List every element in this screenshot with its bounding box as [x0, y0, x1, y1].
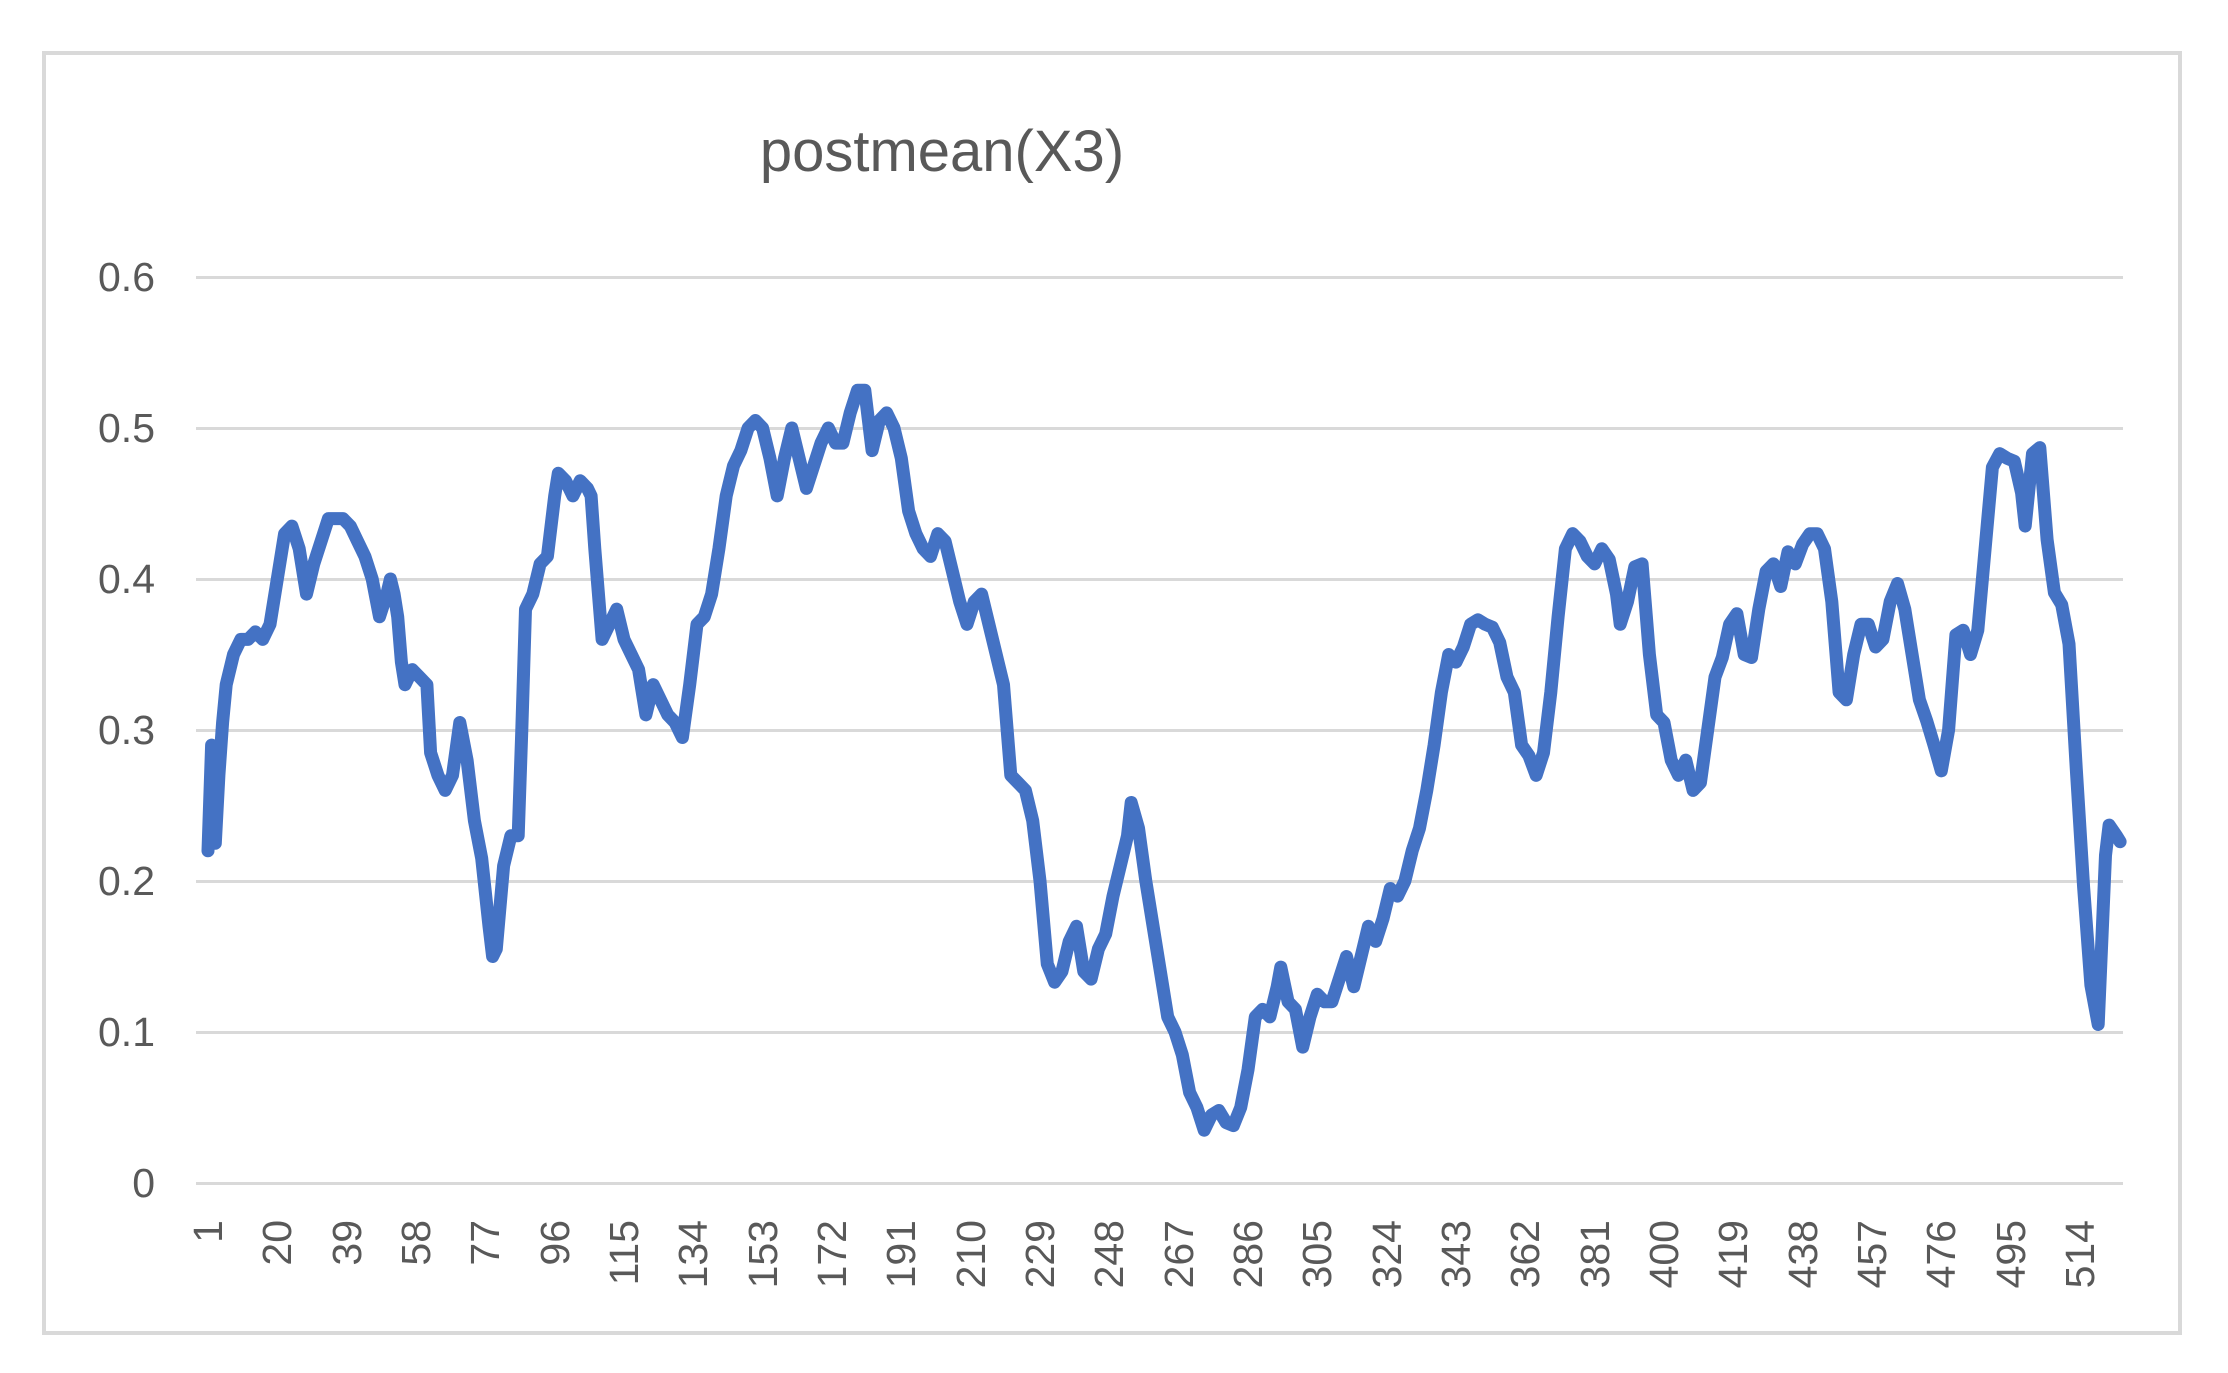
y-axis-tick-label: 0.2: [98, 858, 155, 904]
y-axis-tick-label: 0.3: [98, 707, 155, 753]
gridline: [196, 1181, 2123, 1185]
chart-frame: [42, 51, 2182, 1335]
y-axis-tick-label: 0.4: [98, 556, 155, 602]
gridline: [196, 275, 2123, 279]
series-line-postmean-x3: [201, 383, 2127, 1137]
gridline: [196, 728, 2123, 732]
gridline: [196, 577, 2123, 581]
gridline: [196, 1030, 2123, 1034]
gridline: [196, 426, 2123, 430]
y-axis-tick-label: 0.6: [98, 254, 155, 300]
gridline: [196, 879, 2123, 883]
y-axis-tick-label: 0.5: [98, 405, 155, 451]
y-axis-tick-label: 0.1: [98, 1009, 155, 1055]
y-axis-tick-label: 0: [132, 1160, 155, 1206]
chart-title: postmean(X3): [759, 119, 1125, 184]
